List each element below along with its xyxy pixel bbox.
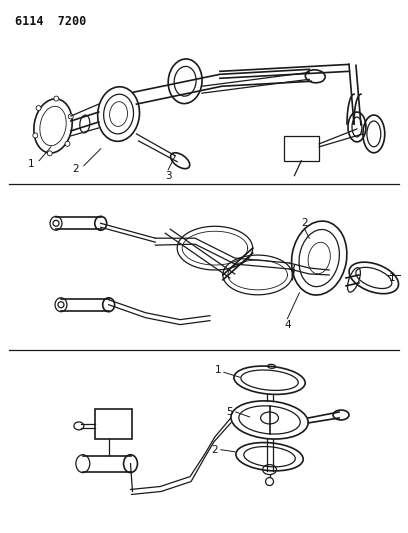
Circle shape xyxy=(33,133,38,138)
Text: 4: 4 xyxy=(284,320,291,329)
Circle shape xyxy=(58,302,64,308)
Text: 2: 2 xyxy=(73,164,79,174)
Text: 1: 1 xyxy=(215,365,221,375)
Circle shape xyxy=(36,106,41,110)
Circle shape xyxy=(47,151,52,156)
Text: 2: 2 xyxy=(301,219,308,228)
Bar xyxy=(284,136,319,161)
Text: 5: 5 xyxy=(226,407,233,417)
Text: 1: 1 xyxy=(28,159,35,169)
Circle shape xyxy=(53,220,59,227)
Text: 3: 3 xyxy=(165,171,171,181)
Circle shape xyxy=(68,114,73,119)
Bar xyxy=(95,409,133,439)
Text: 2: 2 xyxy=(212,445,218,455)
Circle shape xyxy=(65,141,70,147)
Circle shape xyxy=(266,478,273,486)
Text: 6114  7200: 6114 7200 xyxy=(15,15,86,28)
Text: 1: 1 xyxy=(388,273,395,283)
Circle shape xyxy=(54,96,59,101)
